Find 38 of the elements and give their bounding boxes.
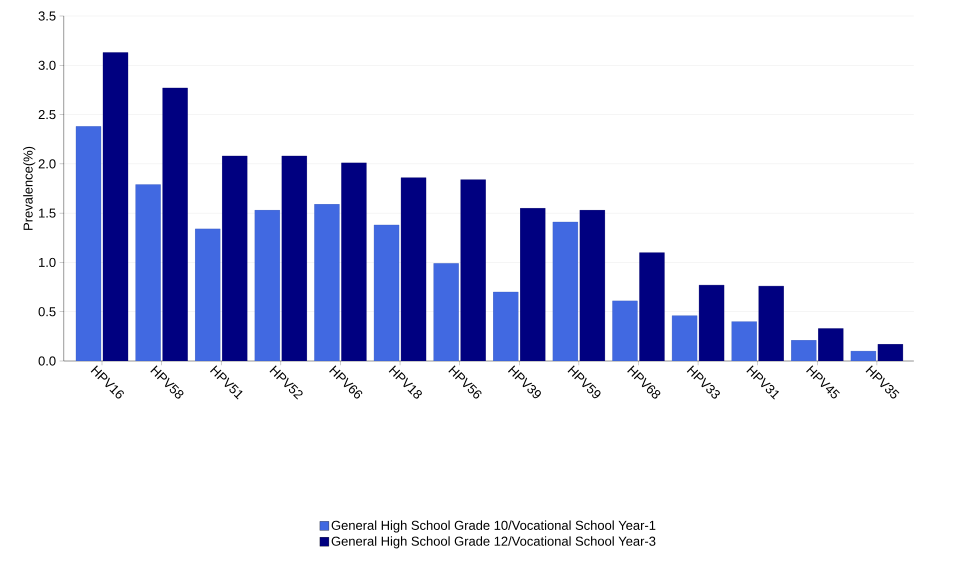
y-tick-label: 1.5 (39, 208, 56, 218)
bar (698, 284, 724, 361)
bar (76, 126, 102, 361)
legend-label: General High School Grade 12/Vocational School Year-3 (332, 536, 656, 548)
y-tick-label: 3.0 (38, 60, 56, 70)
legend-label: General High School Grade 10/Vocational School Year-1 (332, 520, 656, 533)
bar (222, 156, 248, 361)
y-tick-label: 0.0 (38, 356, 56, 366)
bar (341, 162, 367, 361)
bar (639, 252, 665, 361)
bar (493, 292, 518, 361)
y-tick-label: 2.0 (38, 159, 56, 168)
bar (580, 210, 606, 361)
y-axis-title: Prevalence(%) (23, 146, 36, 230)
bar (520, 208, 546, 361)
bar (400, 178, 426, 361)
bar (552, 222, 578, 361)
bar (162, 88, 188, 361)
bar (818, 328, 844, 361)
bar (878, 344, 904, 361)
bar (254, 210, 280, 361)
bar (102, 52, 128, 361)
bar (732, 321, 757, 361)
bar (758, 286, 784, 361)
y-tick-label: 1.0 (39, 258, 56, 268)
bar (791, 340, 816, 361)
bar (195, 228, 220, 361)
bar (135, 184, 161, 361)
bar (434, 263, 459, 361)
bar (314, 204, 340, 361)
y-tick-label: 0.5 (38, 307, 56, 316)
bar (374, 224, 400, 361)
bar (612, 300, 638, 361)
bar (282, 156, 307, 361)
bar (672, 316, 698, 361)
y-tick-label: 2.5 (38, 110, 56, 120)
y-tick-label: 3.5 (38, 11, 56, 21)
bar (460, 179, 486, 361)
